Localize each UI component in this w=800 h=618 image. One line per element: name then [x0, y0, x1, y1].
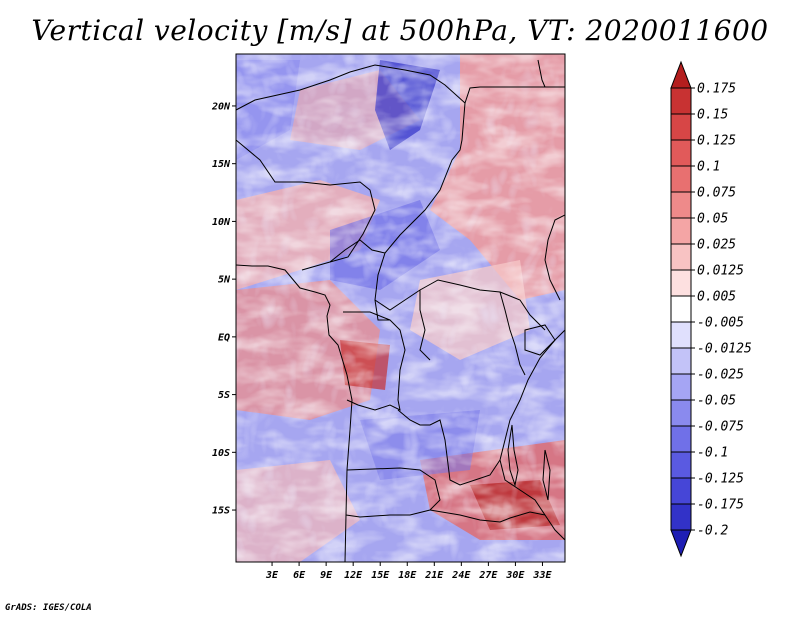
border	[345, 467, 441, 518]
colorbar-label: 0.15	[697, 108, 728, 123]
lon-tick-label: 27E	[478, 570, 498, 581]
colorbar-label: 0.005	[697, 290, 736, 305]
lat-tick-label: 10N	[212, 217, 231, 228]
border	[236, 64, 565, 111]
lon-tick-label: 18E	[398, 570, 417, 581]
colorbar-label: 0.125	[697, 134, 736, 149]
colorbar-label: 0.025	[697, 238, 736, 253]
lon-tick-label: 15E	[371, 570, 390, 581]
colorbar-label: 0.075	[697, 186, 736, 201]
colorbar-swatch	[670, 477, 692, 505]
map-frame	[235, 53, 566, 563]
lake-outline	[524, 324, 556, 356]
colorbar-swatch	[670, 217, 692, 245]
border	[537, 59, 546, 88]
colorbar-swatch	[670, 165, 692, 193]
border	[544, 214, 565, 301]
colorbar-swatch	[670, 451, 692, 479]
lat-tick-label: 5N	[218, 275, 231, 286]
colorbar-swatch	[670, 139, 692, 167]
border	[429, 509, 546, 523]
colorbar-swatch	[670, 503, 692, 531]
lat-tick-label: 20N	[211, 101, 231, 112]
lon-tick-label: 9E	[320, 570, 333, 581]
colorbar-swatch	[670, 321, 692, 349]
colorbar-label: 0.0125	[697, 264, 744, 279]
lon-tick-label: 6E	[293, 570, 306, 581]
border	[374, 102, 546, 331]
colorbar-swatch	[670, 399, 692, 427]
colorbar-swatch	[670, 373, 692, 401]
lon-tick-label: 12E	[344, 570, 363, 581]
border	[346, 299, 406, 411]
colorbar-label: -0.025	[697, 368, 744, 383]
colorbar-swatch	[670, 87, 692, 115]
colorbar-swatch	[670, 243, 692, 271]
colorbar-swatch	[670, 529, 692, 558]
colorbar-label: -0.05	[697, 394, 736, 409]
colorbar-swatch	[670, 295, 692, 323]
colorbar-label: -0.0125	[697, 342, 752, 357]
longitude-axis: 3E 6E 9E 12E 15E 18E 21E 24E 27E 30E 33E	[265, 562, 552, 581]
credit-label: GrADS: IGES/COLA	[5, 603, 92, 613]
latitude-axis: 20N 15N 10N 5N EQ 5S 10S 15S	[211, 101, 236, 517]
field-texture-light	[236, 54, 565, 562]
lake-outline	[542, 449, 551, 501]
colorbar-label: -0.075	[697, 420, 744, 435]
country-boundaries	[236, 59, 565, 562]
lat-tick-label: 5S	[218, 390, 230, 401]
colorbar-label: 0.05	[697, 212, 728, 227]
border	[329, 239, 386, 263]
border	[419, 290, 431, 361]
colorbar-swatch	[670, 347, 692, 375]
border	[499, 291, 526, 376]
colorbar-label: -0.1	[697, 446, 728, 461]
colorbar-swatch	[670, 191, 692, 219]
map-plot-area	[236, 54, 565, 562]
colorbar: 0.175 0.15 0.125 0.1 0.075 0.05 0.025 0.0125 0.0…	[670, 60, 752, 558]
coastline	[236, 264, 353, 562]
colorbar-swatch	[670, 60, 692, 89]
lon-tick-label: 3E	[265, 570, 279, 581]
lat-tick-label: EQ	[218, 332, 230, 343]
border	[236, 139, 376, 271]
border	[343, 311, 391, 321]
colorbar-label: 0.175	[697, 82, 736, 97]
map-title: Vertical velocity [m/s] at 500hPa, VT: 2…	[31, 14, 769, 47]
colorbar-swatch	[670, 269, 692, 297]
lon-tick-label: 30E	[505, 570, 525, 581]
lon-tick-label: 24E	[451, 570, 471, 581]
colorbar-label: -0.175	[697, 498, 744, 513]
lake-outline	[507, 424, 519, 487]
lon-tick-label: 33E	[532, 570, 552, 581]
colorbar-swatch	[670, 113, 692, 141]
lat-tick-label: 15S	[212, 506, 230, 517]
colorbar-label: -0.005	[697, 316, 744, 331]
colorbar-label: 0.1	[697, 160, 720, 175]
colorbar-label: -0.2	[697, 524, 728, 539]
lat-tick-label: 15N	[212, 159, 231, 170]
lat-tick-label: 10S	[212, 448, 230, 459]
colorbar-label: -0.125	[697, 472, 744, 487]
colorbar-swatch	[670, 425, 692, 453]
lon-tick-label: 21E	[424, 570, 444, 581]
border	[397, 409, 501, 486]
coastline	[499, 329, 565, 541]
